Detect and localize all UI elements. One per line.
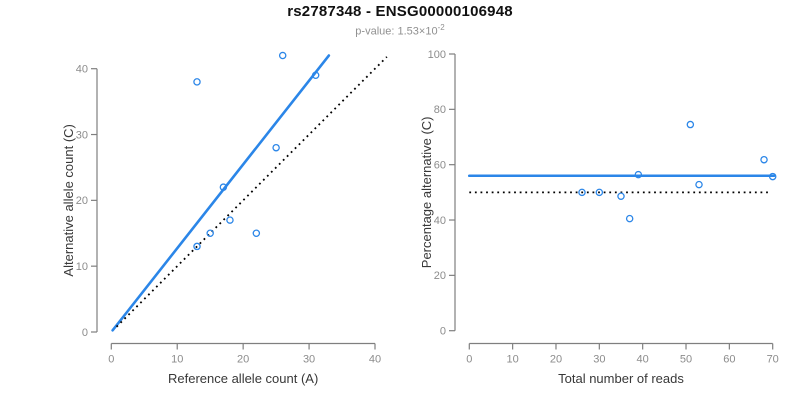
y-tick-label: 40 <box>76 64 88 76</box>
chart-header: rs2787348 - ENSG00000106948 p-value: 1.5… <box>0 0 800 38</box>
x-tick-label: 30 <box>593 354 605 366</box>
p-value-exponent: -2 <box>437 23 445 32</box>
y-tick-label: 20 <box>76 195 88 207</box>
chart-percentage-vs-reads: 0 20 40 60 80 100 0 10 20 30 40 50 60 70 Total number … <box>419 49 779 386</box>
y-tick-label: 20 <box>434 270 446 282</box>
y-axis-title: Alternative allele count (C) <box>61 124 76 276</box>
chart-title: rs2787348 - ENSG00000106948 <box>287 3 513 20</box>
x-tick-label: 20 <box>237 354 249 366</box>
x-tick-label: 20 <box>550 354 562 366</box>
x-tick-label: 10 <box>507 354 519 366</box>
x-tick-label: 60 <box>723 354 735 366</box>
y-tick-label: 60 <box>434 160 446 172</box>
data-point <box>634 170 643 179</box>
data-point <box>311 71 320 80</box>
p-value-text: p-value: 1.53×10 <box>355 25 438 38</box>
x-axis-title: Reference allele count (A) <box>168 371 318 386</box>
x-axis-title: Total number of reads <box>558 371 684 386</box>
y-tick-label: 100 <box>428 49 446 61</box>
data-point <box>768 172 777 181</box>
y-tick-label: 10 <box>76 261 88 273</box>
data-point <box>617 192 625 200</box>
y-axis-title: Percentage alternative (C) <box>419 116 434 268</box>
data-point <box>252 229 261 238</box>
x-tick-label: 0 <box>108 354 114 366</box>
data-point <box>272 143 280 152</box>
x-tick-label: 10 <box>171 354 183 366</box>
y-tick-label: 30 <box>76 129 88 141</box>
x-tick-label: 40 <box>637 354 649 366</box>
data-point <box>578 188 586 197</box>
data-point <box>206 229 214 238</box>
identity-line <box>115 56 388 328</box>
chart-allele-counts: 0 10 20 30 40 0 10 20 30 40 Reference allele count… <box>61 51 388 386</box>
data-point <box>695 180 703 189</box>
data-point <box>760 155 768 164</box>
y-tick-label: 0 <box>82 327 88 339</box>
data-point <box>595 188 604 197</box>
x-tick-label: 30 <box>303 354 315 366</box>
fit-line <box>111 54 331 332</box>
y-tick-label: 0 <box>440 326 446 338</box>
data-point <box>193 242 201 251</box>
data-point <box>193 78 201 86</box>
data-point <box>219 183 228 191</box>
x-tick-label: 50 <box>680 354 692 366</box>
y-tick-label: 80 <box>434 104 446 116</box>
y-tick-label: 40 <box>434 215 446 227</box>
data-point <box>625 214 634 223</box>
data-point <box>686 120 695 129</box>
data-point <box>226 216 234 224</box>
chart-subtitle: p-value: 1.53×10-2 <box>0 23 800 38</box>
x-tick-label: 0 <box>466 354 472 366</box>
x-tick-label: 70 <box>767 354 779 366</box>
x-tick-label: 40 <box>369 354 381 366</box>
data-point <box>278 51 287 60</box>
